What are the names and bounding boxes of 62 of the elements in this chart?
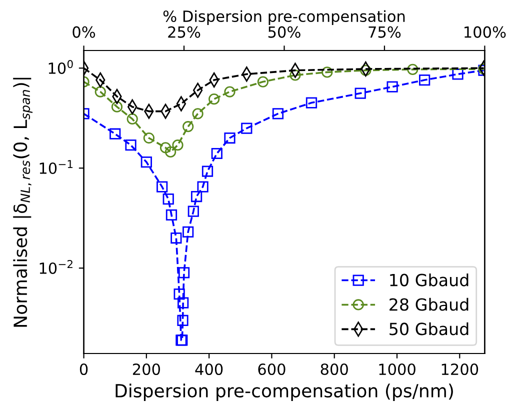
point	[174, 288, 185, 300]
x-tick-label: 0	[80, 363, 88, 376]
x2-tick-label: 0%	[72, 26, 96, 38]
point	[166, 209, 178, 221]
x-tick-label: 400	[195, 363, 223, 376]
x2-tick-label: 75%	[368, 26, 401, 38]
point	[188, 206, 199, 217]
point	[156, 181, 168, 192]
point	[354, 88, 366, 99]
x-tick-label: 200	[132, 363, 160, 376]
point	[257, 76, 268, 88]
point	[419, 74, 430, 86]
y-tick-label: 10$^{−2}$	[40, 260, 72, 274]
x-tick-label: 1000	[379, 363, 416, 376]
point	[202, 166, 214, 177]
point	[177, 314, 188, 326]
point	[190, 190, 202, 202]
point	[182, 226, 194, 238]
point	[360, 64, 372, 76]
point	[140, 156, 152, 168]
point	[143, 132, 154, 144]
point	[322, 66, 333, 78]
point	[224, 132, 236, 144]
point	[182, 121, 194, 132]
point	[386, 81, 398, 92]
point	[162, 194, 174, 205]
x-tick-label: 1200	[442, 363, 478, 376]
point	[126, 113, 138, 125]
point	[241, 122, 252, 134]
x2-axis-title: % Dispersion pre-compensation	[163, 10, 405, 25]
point	[211, 148, 222, 160]
x-tick-label: 800	[320, 363, 348, 376]
point	[306, 97, 318, 108]
point	[160, 142, 172, 154]
point	[452, 68, 464, 80]
point	[170, 232, 182, 244]
x2-tick-label: 100%	[464, 26, 506, 38]
point	[208, 94, 220, 105]
point	[178, 267, 190, 278]
point	[192, 108, 204, 120]
point	[94, 86, 106, 98]
x-axis-title: Dispersion pre-compensation (ps/nm)	[116, 384, 453, 402]
x-tick-label: 600	[258, 363, 286, 376]
x2-tick-label: 50%	[268, 26, 300, 38]
legend-label: 28 Gbaud	[390, 298, 468, 311]
point	[197, 181, 208, 192]
x2-tick-label: 25%	[168, 26, 200, 38]
point	[407, 64, 418, 75]
point	[178, 297, 189, 308]
y-tick-label: 10$^{−1}$	[40, 160, 73, 174]
point	[110, 128, 121, 140]
y-axis-title: Normalised |δ$_{NL,res}$(0, L$_{span}$)|	[13, 78, 32, 327]
point	[111, 101, 123, 112]
point	[224, 86, 236, 98]
point	[172, 140, 184, 151]
y-tick-label: 10$^{0}$	[48, 60, 73, 74]
point	[164, 146, 176, 158]
point	[272, 108, 284, 120]
point	[290, 70, 301, 81]
legend-label: 50 Gbaud	[390, 322, 468, 336]
point	[125, 140, 136, 151]
legend-label: 10 Gbaud	[390, 273, 468, 286]
